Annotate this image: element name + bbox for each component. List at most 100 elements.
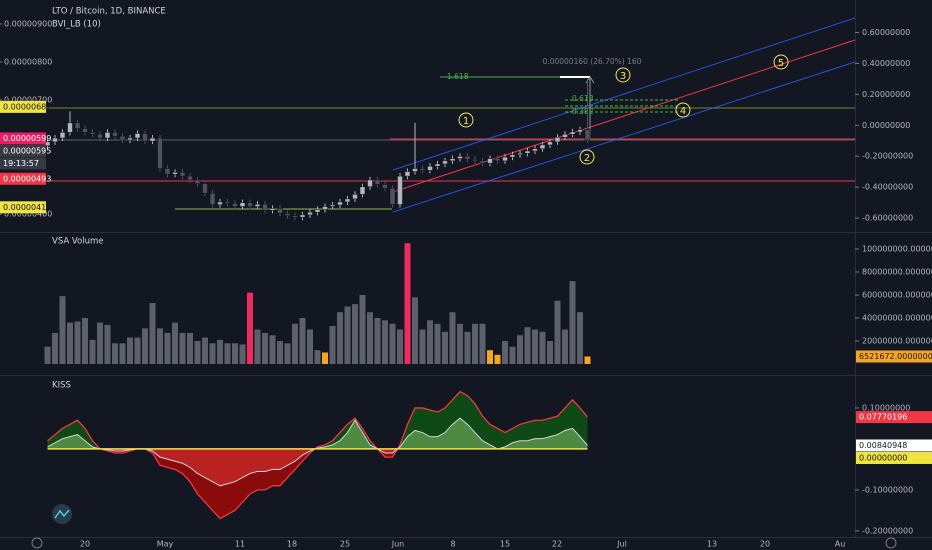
volume-bar bbox=[577, 312, 583, 364]
volume-bar bbox=[337, 312, 343, 364]
volume-bar bbox=[352, 304, 358, 364]
x-tick-label: 20 bbox=[80, 540, 90, 549]
volume-bar bbox=[329, 326, 336, 364]
settings-icon[interactable] bbox=[885, 537, 897, 549]
price-label-bg bbox=[856, 451, 932, 464]
fib-label: 1.618 bbox=[447, 72, 469, 81]
price-label-bg bbox=[0, 201, 46, 214]
x-tick-label: 20 bbox=[760, 540, 770, 549]
candle-body bbox=[172, 172, 178, 175]
candle-body bbox=[554, 137, 561, 143]
y-tick-label: -0.60000000 bbox=[862, 214, 913, 223]
volume-bar bbox=[464, 331, 471, 364]
candle-body bbox=[359, 186, 366, 195]
candle-body bbox=[397, 175, 403, 205]
x-tick-label: Au bbox=[835, 540, 846, 549]
volume-bar bbox=[569, 281, 576, 364]
candle-body bbox=[442, 160, 448, 165]
candle-body bbox=[179, 172, 186, 177]
volume-bar bbox=[307, 329, 313, 364]
y-tick-label: 0.00000400 bbox=[4, 210, 52, 219]
channel-line bbox=[392, 61, 856, 213]
fib-label: 0.382 bbox=[572, 107, 594, 116]
volume-bar bbox=[74, 321, 81, 364]
volume-bar bbox=[524, 327, 531, 364]
candle-body bbox=[262, 203, 268, 211]
y-tick-label: 0.00000000 bbox=[862, 121, 910, 130]
chart-title: LTO / Bitcoin, 1D, BINANCE bbox=[52, 7, 166, 17]
candle-body bbox=[524, 150, 531, 154]
price-label-bg bbox=[856, 439, 932, 452]
candle-body bbox=[247, 202, 253, 207]
candle-body bbox=[509, 154, 516, 158]
volume-bar bbox=[119, 343, 126, 364]
candle-body bbox=[127, 137, 133, 141]
price-label-bg bbox=[856, 350, 932, 363]
y-tick-label: 0.40000000 bbox=[862, 59, 910, 68]
logo-icon bbox=[54, 509, 70, 519]
candle-body bbox=[337, 201, 343, 206]
time-label: 19:13:57 bbox=[3, 159, 39, 168]
volume-bar bbox=[397, 329, 403, 364]
candle-body bbox=[494, 158, 501, 162]
fib-label: 0.618 bbox=[572, 94, 594, 103]
volume-bar bbox=[487, 350, 493, 364]
volume-bar bbox=[562, 329, 568, 364]
volume-bar bbox=[344, 306, 351, 364]
channel-line bbox=[392, 17, 856, 171]
wave-label: 1 bbox=[463, 116, 469, 127]
wave-circle bbox=[773, 54, 789, 70]
x-tick-label: 25 bbox=[340, 540, 350, 549]
candle-body bbox=[59, 132, 66, 139]
volume-bar bbox=[509, 346, 516, 364]
candle-body bbox=[367, 179, 373, 187]
wave-circle bbox=[458, 112, 474, 128]
candle-body bbox=[419, 168, 426, 171]
y-tick-label: -0.20000000 bbox=[862, 152, 913, 161]
volume-bar bbox=[532, 329, 538, 364]
candle-body bbox=[314, 209, 321, 213]
candle-body bbox=[352, 194, 358, 200]
candle-body bbox=[344, 198, 351, 203]
y-tick-label: -0.40000000 bbox=[862, 183, 913, 192]
candle-body bbox=[307, 211, 313, 216]
volume-bar bbox=[584, 356, 591, 364]
zoom-icon[interactable] bbox=[31, 537, 43, 549]
candle-body bbox=[67, 122, 73, 133]
y-tick-label: 100000000.00000000 bbox=[862, 244, 932, 253]
candle-body bbox=[412, 168, 418, 172]
y-tick-label: 0.10000000 bbox=[862, 403, 910, 412]
candle-body bbox=[532, 148, 538, 152]
candle-body bbox=[97, 134, 103, 139]
wave-label: 5 bbox=[778, 58, 784, 69]
candle-body bbox=[284, 213, 291, 216]
candle-body bbox=[577, 129, 583, 133]
x-tick-label: May bbox=[157, 540, 174, 549]
price-label: 0.00000000 bbox=[859, 453, 907, 462]
candle-body bbox=[232, 203, 238, 207]
candle-body bbox=[502, 156, 508, 162]
volume-bar bbox=[457, 323, 463, 364]
x-tick-label: 15 bbox=[500, 540, 510, 549]
candle-body bbox=[322, 206, 328, 210]
area-negative bbox=[100, 449, 398, 486]
candle-body bbox=[82, 128, 88, 133]
candle-body bbox=[119, 135, 126, 141]
y-tick-label: -0.10000000 bbox=[862, 485, 913, 494]
wave-circle bbox=[579, 149, 595, 165]
x-tick-label: Jul bbox=[616, 540, 627, 549]
candle-body bbox=[269, 208, 276, 211]
candle-body bbox=[374, 179, 381, 185]
volume-bar bbox=[142, 328, 148, 364]
volume-bar bbox=[44, 346, 51, 364]
volume-bar bbox=[517, 335, 523, 364]
price-label: 0.00000418 bbox=[3, 203, 51, 212]
candle-body bbox=[164, 168, 171, 175]
y-tick-label: 40000000.00000000 bbox=[862, 313, 932, 322]
y-tick-label: 20000000.00000000 bbox=[862, 336, 932, 345]
x-tick-label: 11 bbox=[235, 540, 245, 549]
price-label-bg bbox=[856, 411, 932, 424]
y-tick-label: 0.00000700 bbox=[4, 96, 52, 105]
